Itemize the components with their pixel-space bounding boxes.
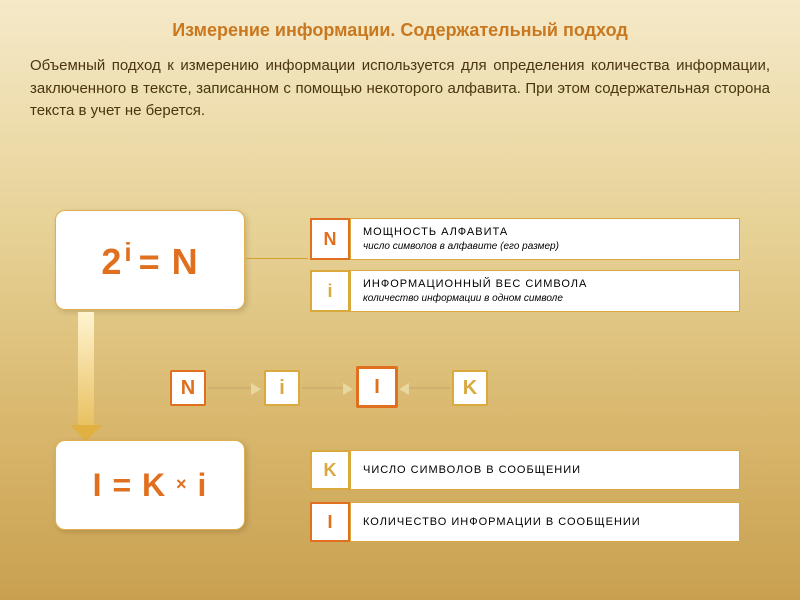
connector-formula1 [246,258,308,259]
mid-i: i [264,370,300,406]
def-I: I КОЛИЧЕСТВО ИНФОРМАЦИИ В СООБЩЕНИИ [310,502,740,542]
def-N-symbol: N [310,218,350,260]
arrow-iI [302,387,352,389]
formula-2: I = K × i [55,440,245,530]
def-I-text: КОЛИЧЕСТВО ИНФОРМАЦИИ В СООБЩЕНИИ [350,502,740,542]
arrow-NI [208,387,260,389]
def-i: i ИНФОРМАЦИОННЫЙ ВЕС СИМВОЛА количество … [310,270,740,312]
def-K-text: ЧИСЛО СИМВОЛОВ В СООБЩЕНИИ [350,450,740,490]
mid-N: N [170,370,206,406]
mid-K: K [452,370,488,406]
def-i-text: ИНФОРМАЦИОННЫЙ ВЕС СИМВОЛА количество ин… [350,270,740,312]
mid-I: I [356,366,398,408]
arrow-down-head [70,425,102,441]
formula-1-text: 2i= N [101,237,198,283]
arrow-down-stem [78,312,94,427]
def-I-symbol: I [310,502,350,542]
intro-paragraph: Объемный подход к измерению информации и… [30,55,770,123]
def-K-symbol: K [310,450,350,490]
def-i-symbol: i [310,270,350,312]
formula-1: 2i= N [55,210,245,310]
page-title: Измерение информации. Содержательный под… [30,20,770,41]
def-N-text: МОЩНОСТЬ АЛФАВИТА число символов в алфав… [350,218,740,260]
def-K: K ЧИСЛО СИМВОЛОВ В СООБЩЕНИИ [310,450,740,490]
arrow-KI [400,387,450,389]
def-N: N МОЩНОСТЬ АЛФАВИТА число символов в алф… [310,218,740,260]
formula-2-text: I = K × i [93,467,208,504]
